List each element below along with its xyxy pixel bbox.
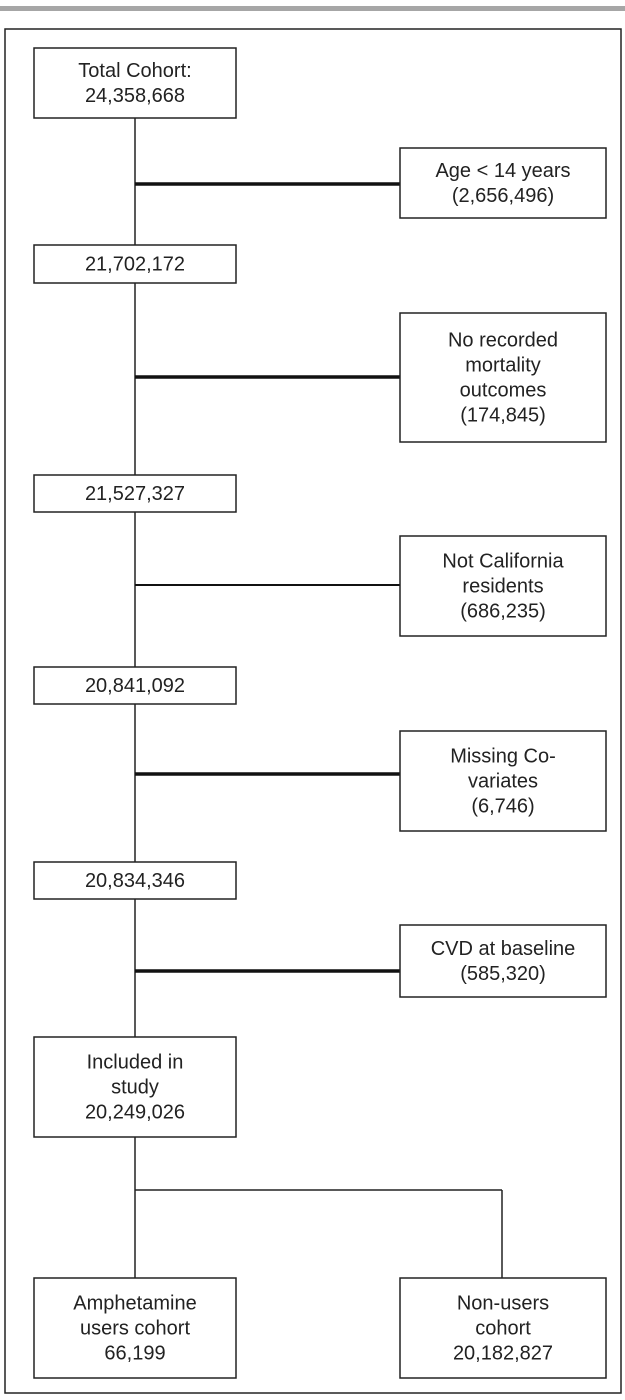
box [399,535,607,637]
frame [4,28,622,1394]
box-label: 24,358,668 [85,85,185,107]
box-label: Not California [442,550,564,572]
box-label: Age < 14 years [435,160,570,182]
box-label: cohort [475,1317,531,1339]
box-label: Total Cohort: [78,60,191,82]
box-label: (2,656,496) [452,185,554,207]
box-label: variates [468,770,538,792]
box-label: 20,841,092 [85,675,185,697]
box-label: (6,746) [471,795,534,817]
box-label: Included in [87,1051,184,1073]
top-rule [0,6,625,11]
box-label: outcomes [460,379,547,401]
box [33,244,237,284]
box [33,861,237,900]
box [33,474,237,513]
box [33,47,237,119]
box-label: No recorded [448,329,558,351]
box-label: (174,845) [460,404,546,426]
box-label: 21,527,327 [85,483,185,505]
box [399,147,607,219]
box-label: 20,249,026 [85,1101,185,1123]
box-label: CVD at baseline [431,938,576,960]
box-label: mortality [465,354,541,376]
box [33,1277,237,1379]
box-label: residents [462,575,543,597]
box [399,730,607,832]
box-label: Non-users [457,1292,549,1314]
box [33,666,237,705]
box [33,1036,237,1138]
box-label: users cohort [80,1317,190,1339]
box-label: 21,702,172 [85,253,185,275]
box-label: (686,235) [460,600,546,622]
box-label: Missing Co- [450,745,556,767]
box-label: 20,834,346 [85,870,185,892]
box-label: Amphetamine [73,1292,196,1314]
box [399,924,607,998]
box [399,312,607,443]
box-label: study [111,1076,159,1098]
box-label: 66,199 [104,1342,165,1364]
box-label: (585,320) [460,963,546,985]
box [399,1277,607,1379]
box-label: 20,182,827 [453,1342,553,1364]
